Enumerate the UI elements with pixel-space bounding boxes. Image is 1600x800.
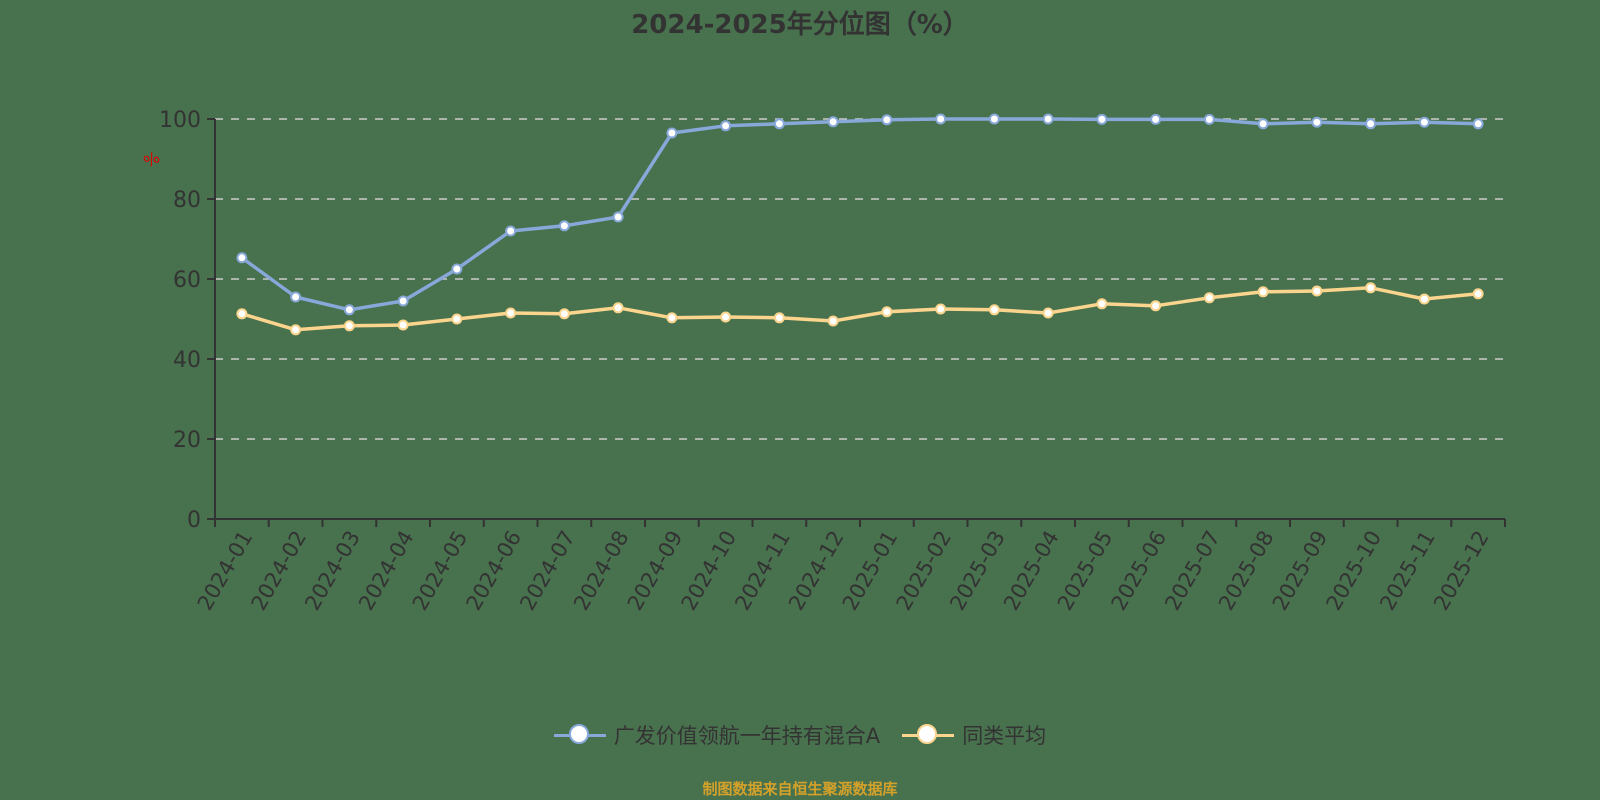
- line-chart: 0 20 40 60 80 100 2024-012024-022024-032024-0…: [140, 108, 1506, 614]
- data-point[interactable]: [1096, 298, 1108, 310]
- data-point[interactable]: [1472, 288, 1484, 300]
- legend: 广发价值领航一年持有混合A 同类平均: [0, 720, 1600, 750]
- data-point[interactable]: [612, 211, 624, 223]
- data-point[interactable]: [1042, 307, 1054, 319]
- data-point[interactable]: [451, 313, 463, 325]
- data-point[interactable]: [558, 220, 570, 232]
- legend-dot: [568, 724, 589, 744]
- y-tick-label: 20: [173, 428, 201, 453]
- data-point[interactable]: [988, 113, 1000, 125]
- data-point[interactable]: [1203, 113, 1215, 125]
- data-point[interactable]: [1257, 118, 1269, 130]
- data-point[interactable]: [236, 308, 248, 320]
- data-point[interactable]: [343, 304, 355, 316]
- series-line: [241, 286, 1479, 332]
- data-point[interactable]: [666, 312, 678, 324]
- line-marker-icon: [553, 723, 606, 747]
- data-point[interactable]: [343, 320, 355, 332]
- data-point[interactable]: [612, 302, 624, 314]
- y-tick-label: 60: [173, 268, 201, 293]
- y-tick-label: 40: [173, 348, 201, 373]
- data-point[interactable]: [1418, 293, 1430, 305]
- legend-item-fund[interactable]: 广发价值领航一年持有混合A: [553, 720, 881, 750]
- data-point[interactable]: [988, 304, 1000, 316]
- y-unit-label: %: [140, 148, 163, 172]
- x-axis: 2024-012024-022024-032024-042024-052024-…: [193, 518, 1506, 614]
- data-point[interactable]: [935, 113, 947, 125]
- grid-lines: [215, 118, 1505, 440]
- data-point[interactable]: [666, 127, 678, 139]
- data-point[interactable]: [236, 252, 248, 264]
- data-point[interactable]: [558, 308, 570, 320]
- data-point[interactable]: [881, 114, 893, 126]
- data-point[interactable]: [1472, 118, 1484, 130]
- series-line: [240, 117, 1479, 312]
- legend-dot: [917, 724, 938, 744]
- data-point[interactable]: [1042, 113, 1054, 125]
- series-group: [236, 113, 1484, 336]
- legend-label: 广发价值领航一年持有混合A: [613, 724, 881, 748]
- y-axis: 0 20 40 60 80 100: [159, 108, 216, 533]
- data-point[interactable]: [1096, 113, 1108, 125]
- data-point[interactable]: [290, 324, 302, 336]
- data-point[interactable]: [1311, 116, 1323, 128]
- data-point[interactable]: [1365, 282, 1377, 294]
- data-point[interactable]: [1365, 118, 1377, 130]
- data-point[interactable]: [505, 225, 517, 237]
- y-tick-label: 0: [187, 508, 201, 533]
- line-marker-icon: [902, 723, 955, 747]
- data-point[interactable]: [720, 311, 732, 323]
- data-point[interactable]: [827, 315, 839, 327]
- y-tick-label: 80: [173, 188, 201, 213]
- data-point[interactable]: [1257, 286, 1269, 298]
- data-point[interactable]: [881, 306, 893, 318]
- data-point[interactable]: [1418, 116, 1430, 128]
- data-point[interactable]: [773, 118, 785, 130]
- data-source-note: 制图数据来自恒生聚源数据库: [702, 780, 898, 798]
- data-point[interactable]: [720, 120, 732, 132]
- data-point[interactable]: [773, 312, 785, 324]
- data-point[interactable]: [451, 263, 463, 275]
- data-point[interactable]: [1150, 113, 1162, 125]
- data-point[interactable]: [827, 116, 839, 128]
- data-point[interactable]: [397, 319, 409, 331]
- data-point[interactable]: [935, 303, 947, 315]
- y-tick-label: 100: [159, 108, 201, 133]
- data-point[interactable]: [397, 295, 409, 307]
- legend-label: 同类平均: [962, 724, 1047, 748]
- chart-title: 2024-2025年分位图（%）: [631, 10, 969, 40]
- data-point[interactable]: [1150, 300, 1162, 312]
- data-point[interactable]: [1311, 285, 1323, 297]
- data-point[interactable]: [505, 307, 517, 319]
- data-point[interactable]: [1203, 292, 1215, 304]
- legend-item-average[interactable]: 同类平均: [902, 720, 1046, 750]
- data-point[interactable]: [290, 291, 302, 303]
